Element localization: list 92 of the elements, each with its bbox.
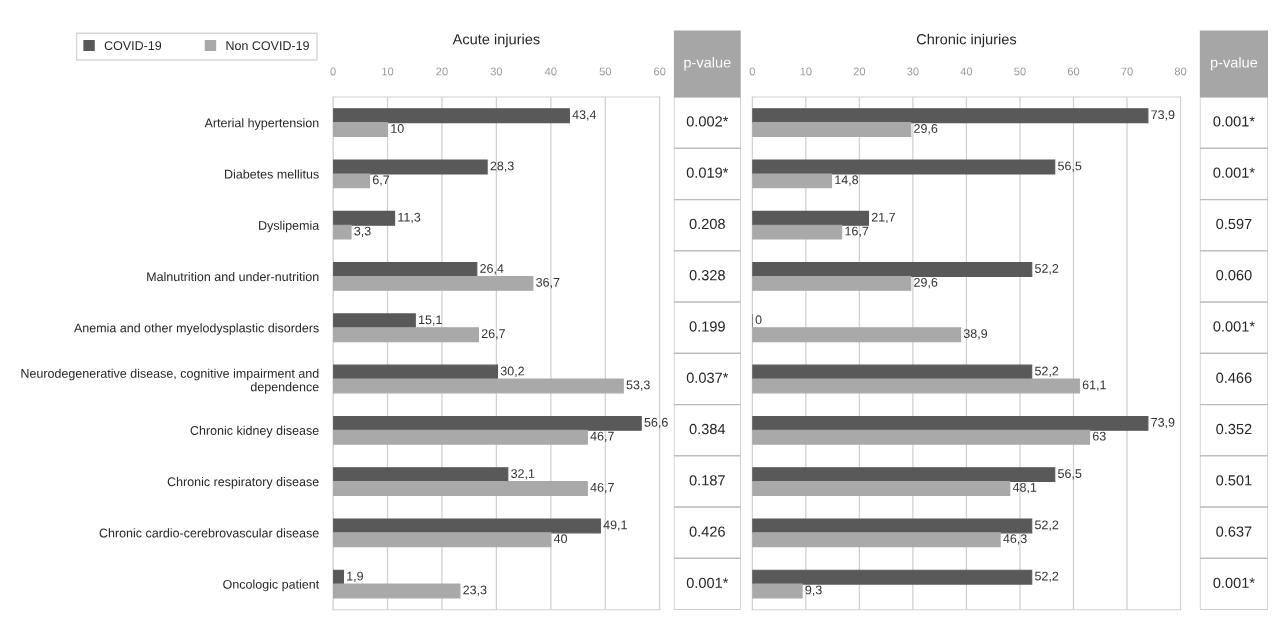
x-tick-label: 20 xyxy=(853,67,866,76)
x-tick-label: 60 xyxy=(654,67,666,76)
text: 0.466 xyxy=(1216,372,1252,383)
text: 0.001* xyxy=(686,577,729,588)
data-label: 26,4 xyxy=(480,264,504,275)
y-tick-label: Diabetes mellitus xyxy=(225,169,319,179)
y-tick-label: Arterial hypertension xyxy=(204,118,319,130)
data-label: 46,3 xyxy=(1003,534,1027,545)
text: 0.001* xyxy=(1213,167,1255,178)
y-tick-label: Chronic kidney disease xyxy=(190,425,319,438)
text: 0.187 xyxy=(689,475,725,486)
chart-title: Chronic injuries xyxy=(916,33,1017,48)
x-tick-label: 60 xyxy=(1067,67,1080,76)
x-tick-label: 40 xyxy=(960,67,973,76)
text: 0.637 xyxy=(1216,526,1252,537)
x-tick-label: 80 xyxy=(1174,67,1187,76)
data-label: 15,1 xyxy=(419,315,442,326)
data-label: 56,5 xyxy=(1058,469,1082,480)
data-label: 30,2 xyxy=(500,366,524,377)
data-label: 0 xyxy=(755,315,762,325)
data-label: 48,1 xyxy=(1012,482,1037,494)
legend-label: COVID-19 xyxy=(104,41,162,51)
data-label: 16,7 xyxy=(845,226,869,237)
data-label: 43,4 xyxy=(572,110,597,121)
text: p-value xyxy=(684,56,731,71)
data-label: 52,2 xyxy=(1035,520,1059,531)
data-label: 56,5 xyxy=(1058,161,1082,172)
data-label: 29,6 xyxy=(914,277,938,289)
data-label: 52,2 xyxy=(1035,264,1059,275)
data-label: 1,9 xyxy=(347,571,363,582)
x-tick-label: 20 xyxy=(436,67,448,76)
data-label: 56,6 xyxy=(644,417,668,429)
data-label: 53,3 xyxy=(626,380,650,391)
x-tick-label: 0 xyxy=(330,67,336,76)
text: 0.001* xyxy=(1213,577,1255,588)
y-tick-label: Chronic respiratory disease xyxy=(167,477,319,489)
text: 0.037* xyxy=(686,372,729,383)
data-label: 52,2 xyxy=(1035,366,1059,377)
chart-title: Acute injuries xyxy=(452,33,540,48)
x-tick-label: 50 xyxy=(599,67,612,76)
data-label: 46,7 xyxy=(590,431,614,443)
text: 0.002* xyxy=(686,116,729,127)
x-tick-label: 70 xyxy=(1121,67,1133,76)
data-label: 14,8 xyxy=(835,175,859,186)
y-tick-label: Oncologic patient xyxy=(223,579,320,592)
data-label: 49,1 xyxy=(603,520,627,531)
data-label: 3,3 xyxy=(354,226,371,237)
data-label: 26,7 xyxy=(481,329,505,340)
text: 0.352 xyxy=(1216,423,1252,435)
text: 0.501 xyxy=(1216,475,1252,486)
legend-label: Non COVID-19 xyxy=(226,41,309,51)
x-tick-label: 40 xyxy=(544,67,557,76)
data-label: 36,7 xyxy=(536,277,560,289)
data-label: 32,1 xyxy=(511,469,535,480)
data-label: 46,7 xyxy=(590,482,614,494)
data-label: 9,3 xyxy=(805,585,822,596)
data-label: 63 xyxy=(1092,431,1106,441)
x-tick-label: 30 xyxy=(907,67,919,76)
text: 0.597 xyxy=(1216,218,1252,230)
y-tick-label: Neurodegenerative disease, cognitive impairment and dependence xyxy=(21,368,319,394)
data-label: 11,3 xyxy=(398,212,421,224)
data-label: 10 xyxy=(391,124,404,133)
text: p-value xyxy=(1210,56,1258,71)
text: 0.001* xyxy=(1213,321,1255,332)
data-label: 73,9 xyxy=(1151,110,1175,121)
x-tick-label: 0 xyxy=(749,67,755,76)
y-tick-label: Dyslipemia xyxy=(259,220,320,233)
data-label: 6,7 xyxy=(372,175,390,186)
text: 0.208 xyxy=(689,218,725,230)
y-tick-label: Malnutrition and under-nutrition xyxy=(147,271,319,282)
x-tick-label: 50 xyxy=(1014,67,1026,76)
data-label: 23,3 xyxy=(463,585,487,596)
text: 0.060 xyxy=(1216,270,1252,281)
text: 0.426 xyxy=(689,526,725,537)
x-tick-label: 10 xyxy=(800,67,812,76)
text: 0.199 xyxy=(689,321,725,332)
data-label: 73,9 xyxy=(1151,417,1175,429)
data-label: 61,1 xyxy=(1082,380,1106,391)
x-tick-label: 10 xyxy=(382,67,394,76)
text: 0.328 xyxy=(689,270,725,281)
text: 0.019* xyxy=(686,167,729,178)
data-label: 28,3 xyxy=(490,161,514,172)
data-label: 40 xyxy=(553,534,568,544)
data-label: 52,2 xyxy=(1035,571,1059,582)
data-label: 38,9 xyxy=(963,329,988,340)
text: 0.001* xyxy=(1213,116,1255,127)
x-tick-label: 30 xyxy=(490,67,503,76)
data-label: 29,6 xyxy=(914,124,938,135)
y-tick-label: Chronic cardio-cerebrovascular disease xyxy=(99,528,319,538)
text: 0.384 xyxy=(689,423,726,435)
y-tick-label: Anemia and other myelodysplastic disorders xyxy=(73,323,319,335)
data-label: 21,7 xyxy=(871,212,895,224)
